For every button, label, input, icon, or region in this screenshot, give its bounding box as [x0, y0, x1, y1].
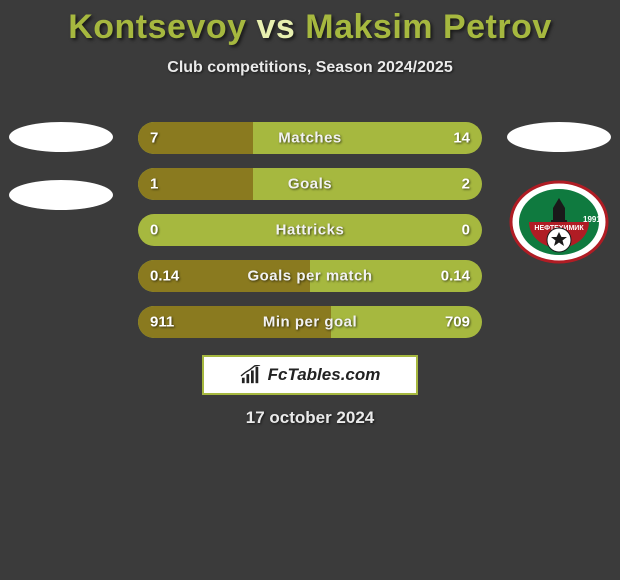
stat-label: Matches [138, 130, 482, 147]
vs-text: vs [257, 8, 296, 46]
club-logo-placeholder [507, 122, 611, 152]
club-logo-placeholder [9, 122, 113, 152]
svg-text:1991: 1991 [583, 215, 601, 224]
club-logo-neftekhimik: НЕФТЕХИМИК 1991 [509, 180, 609, 264]
left-badge-column [6, 122, 116, 210]
stat-row: 0Hattricks0 [138, 214, 482, 246]
player1-name: Kontsevoy [68, 8, 246, 46]
subtitle: Club competitions, Season 2024/2025 [0, 59, 620, 77]
stat-right-value: 0 [462, 222, 470, 239]
stat-label: Min per goal [138, 314, 482, 331]
stat-right-value: 2 [462, 176, 470, 193]
stat-row: 7Matches14 [138, 122, 482, 154]
stat-label: Goals per match [138, 268, 482, 285]
right-badge-column: НЕФТЕХИМИК 1991 [504, 122, 614, 264]
stat-row: 0.14Goals per match0.14 [138, 260, 482, 292]
stat-label: Goals [138, 176, 482, 193]
stat-row: 1Goals2 [138, 168, 482, 200]
stat-right-value: 709 [445, 314, 470, 331]
player2-name: Maksim Petrov [305, 8, 552, 46]
date-text: 17 october 2024 [0, 408, 620, 428]
stat-row: 911Min per goal709 [138, 306, 482, 338]
comparison-title: Kontsevoy vs Maksim Petrov [0, 0, 620, 47]
stat-label: Hattricks [138, 222, 482, 239]
stat-right-value: 0.14 [441, 268, 470, 285]
stat-right-value: 14 [453, 130, 470, 147]
brand-text: FcTables.com [268, 365, 381, 385]
club-logo-placeholder [9, 180, 113, 210]
brand-box: FcTables.com [202, 355, 418, 395]
chart-icon [240, 365, 262, 385]
stats-chart: 7Matches14 1Goals2 0Hattricks0 0.14Goals pe… [138, 122, 482, 338]
